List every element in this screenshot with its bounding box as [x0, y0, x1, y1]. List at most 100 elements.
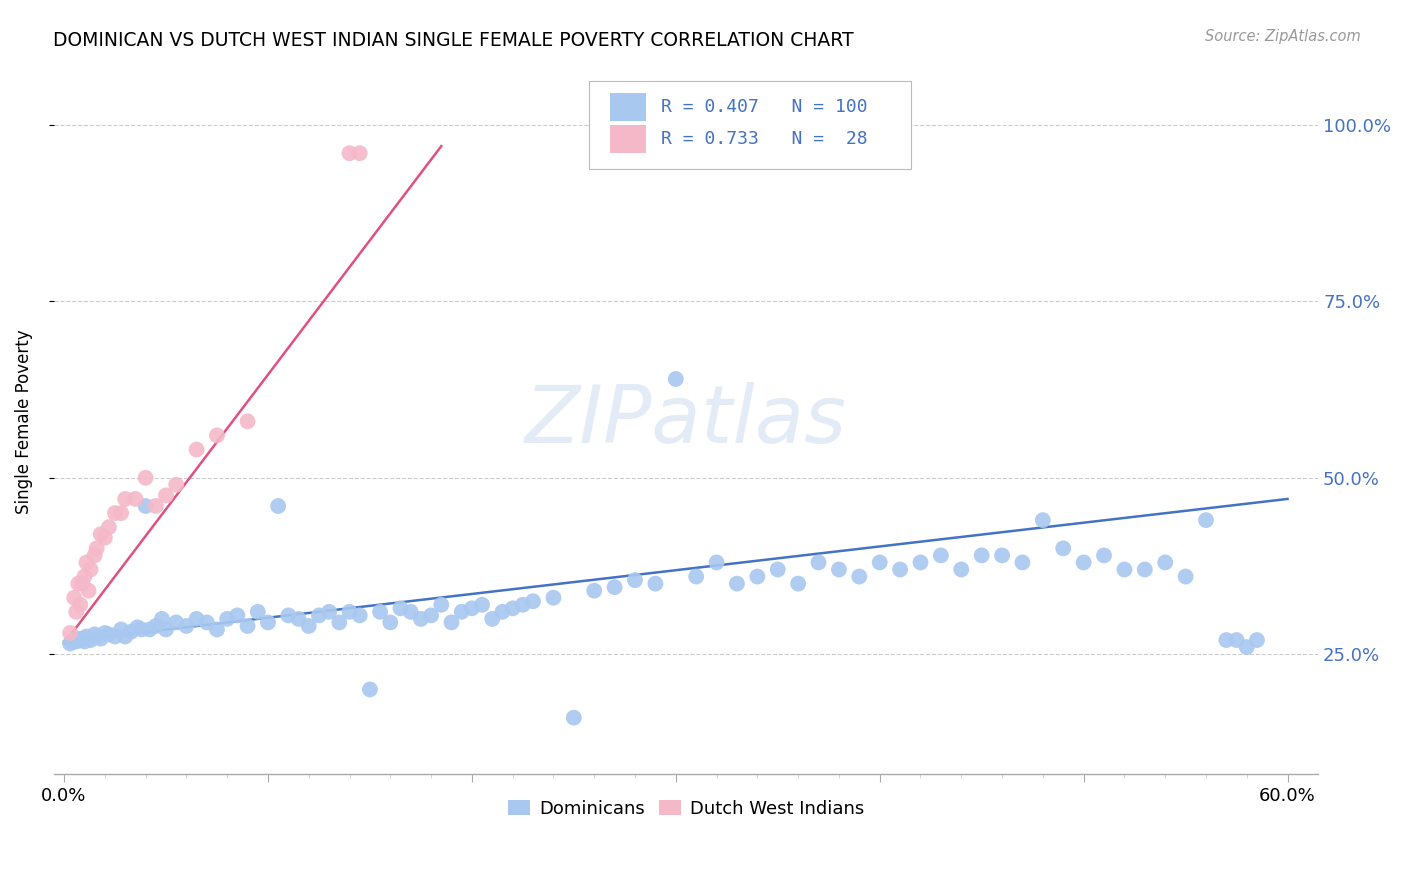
Point	[83, 549, 105, 563]
Point	[389, 601, 412, 615]
Point	[747, 569, 769, 583]
Point	[440, 615, 463, 630]
Point	[145, 499, 167, 513]
Point	[127, 620, 149, 634]
Point	[991, 549, 1014, 563]
Point	[807, 556, 830, 570]
Point	[491, 605, 513, 619]
Point	[1092, 549, 1115, 563]
Point	[186, 612, 208, 626]
Point	[138, 623, 160, 637]
Point	[236, 619, 259, 633]
Point	[155, 488, 177, 502]
Point	[124, 491, 146, 506]
Point	[1195, 513, 1218, 527]
Point	[1215, 633, 1237, 648]
Point	[1032, 513, 1054, 527]
Point	[135, 499, 157, 513]
Point	[1154, 556, 1177, 570]
Point	[380, 615, 402, 630]
Point	[430, 598, 453, 612]
FancyBboxPatch shape	[589, 80, 911, 169]
Bar	[610, 93, 645, 120]
Point	[110, 506, 132, 520]
Point	[287, 612, 309, 626]
Point	[889, 562, 911, 576]
Point	[308, 608, 330, 623]
Point	[624, 573, 647, 587]
Point	[94, 531, 117, 545]
Point	[226, 608, 249, 623]
Point	[298, 619, 321, 633]
Point	[65, 634, 87, 648]
Point	[72, 576, 94, 591]
Point	[195, 615, 218, 630]
Point	[165, 478, 187, 492]
Point	[950, 562, 973, 576]
Point	[910, 556, 932, 570]
Point	[135, 471, 157, 485]
Point	[257, 615, 280, 630]
Point	[644, 576, 666, 591]
Point	[73, 634, 96, 648]
Point	[399, 605, 422, 619]
Point	[65, 605, 87, 619]
Point	[114, 630, 136, 644]
Point	[67, 632, 90, 646]
Point	[1225, 633, 1247, 648]
Point	[828, 562, 851, 576]
Point	[349, 608, 371, 623]
Point	[368, 605, 391, 619]
Point	[217, 612, 239, 626]
Point	[110, 623, 132, 637]
Point	[77, 583, 100, 598]
Point	[277, 608, 299, 623]
Point	[205, 623, 228, 637]
Point	[1236, 640, 1258, 654]
Text: DOMINICAN VS DUTCH WEST INDIAN SINGLE FEMALE POVERTY CORRELATION CHART: DOMINICAN VS DUTCH WEST INDIAN SINGLE FE…	[53, 31, 853, 50]
Point	[86, 541, 108, 556]
Point	[77, 632, 100, 646]
Point	[970, 549, 993, 563]
Point	[349, 146, 371, 161]
Point	[94, 626, 117, 640]
Point	[706, 556, 728, 570]
Point	[104, 630, 127, 644]
Point	[512, 598, 534, 612]
Text: ZIPatlas: ZIPatlas	[524, 383, 846, 460]
Point	[502, 601, 524, 615]
Point	[72, 632, 94, 646]
Point	[120, 624, 142, 639]
Point	[145, 619, 167, 633]
Point	[420, 608, 443, 623]
Point	[1246, 633, 1268, 648]
Point	[165, 615, 187, 630]
Point	[69, 598, 91, 612]
Text: Source: ZipAtlas.com: Source: ZipAtlas.com	[1205, 29, 1361, 44]
Point	[450, 605, 472, 619]
Point	[104, 506, 127, 520]
Point	[318, 605, 340, 619]
Point	[246, 605, 269, 619]
Point	[67, 576, 90, 591]
Point	[461, 601, 484, 615]
Point	[481, 612, 503, 626]
Point	[69, 633, 91, 648]
Point	[1011, 556, 1033, 570]
Point	[90, 527, 112, 541]
Point	[339, 146, 361, 161]
Point	[359, 682, 381, 697]
Point	[562, 711, 585, 725]
Point	[1174, 569, 1197, 583]
Point	[929, 549, 952, 563]
Text: R = 0.407   N = 100: R = 0.407 N = 100	[661, 97, 868, 116]
Point	[73, 569, 96, 583]
Point	[63, 633, 86, 648]
Point	[205, 428, 228, 442]
Point	[86, 630, 108, 644]
Point	[131, 623, 153, 637]
Point	[409, 612, 432, 626]
Point	[176, 619, 198, 633]
Point	[60, 634, 83, 648]
Point	[150, 612, 173, 626]
